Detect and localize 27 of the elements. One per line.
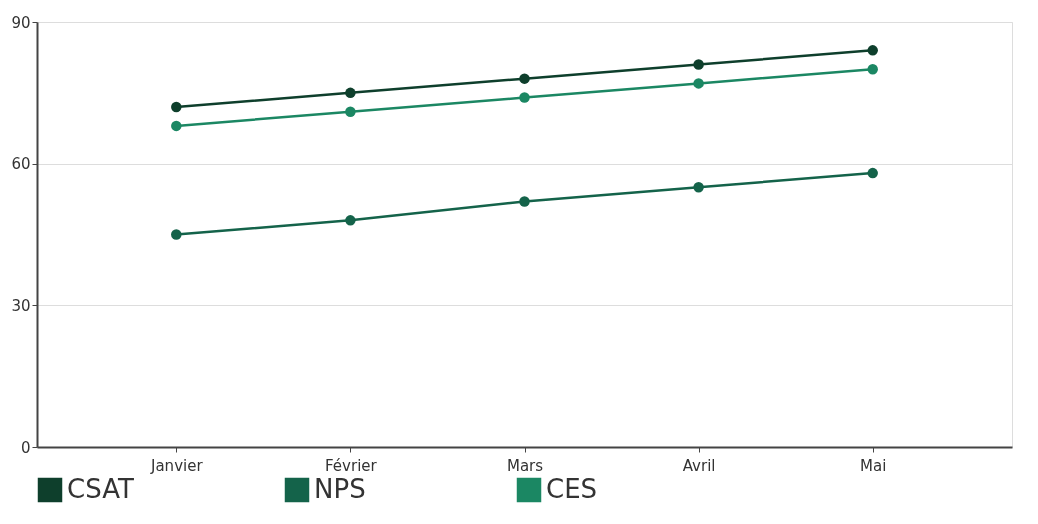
point [867,63,878,75]
x-tick-label: Mars [506,456,544,475]
point [345,87,356,99]
y-tick-label: 0 [20,438,31,457]
legend-label: NPS [314,474,366,504]
point [867,45,878,56]
y-tick-label: 60 [11,155,31,174]
x-tick-label: Mai [860,456,887,475]
point [171,101,182,113]
point [693,78,704,89]
legend-label: CSAT [67,474,134,504]
x-tick-label: Janvier [150,456,204,475]
point [171,120,182,132]
point [519,73,530,84]
point [519,196,530,207]
point [345,215,356,226]
point [519,92,530,103]
x-tick-label: Février [325,456,378,475]
point [171,229,182,240]
x-tick-label: Avril [682,456,716,475]
legend-label: CES [546,474,598,504]
point [345,106,356,117]
point [693,59,704,70]
point [867,167,878,179]
y-tick-label: 90 [11,13,31,32]
y-tick-label: 30 [11,296,31,315]
point [693,182,704,193]
